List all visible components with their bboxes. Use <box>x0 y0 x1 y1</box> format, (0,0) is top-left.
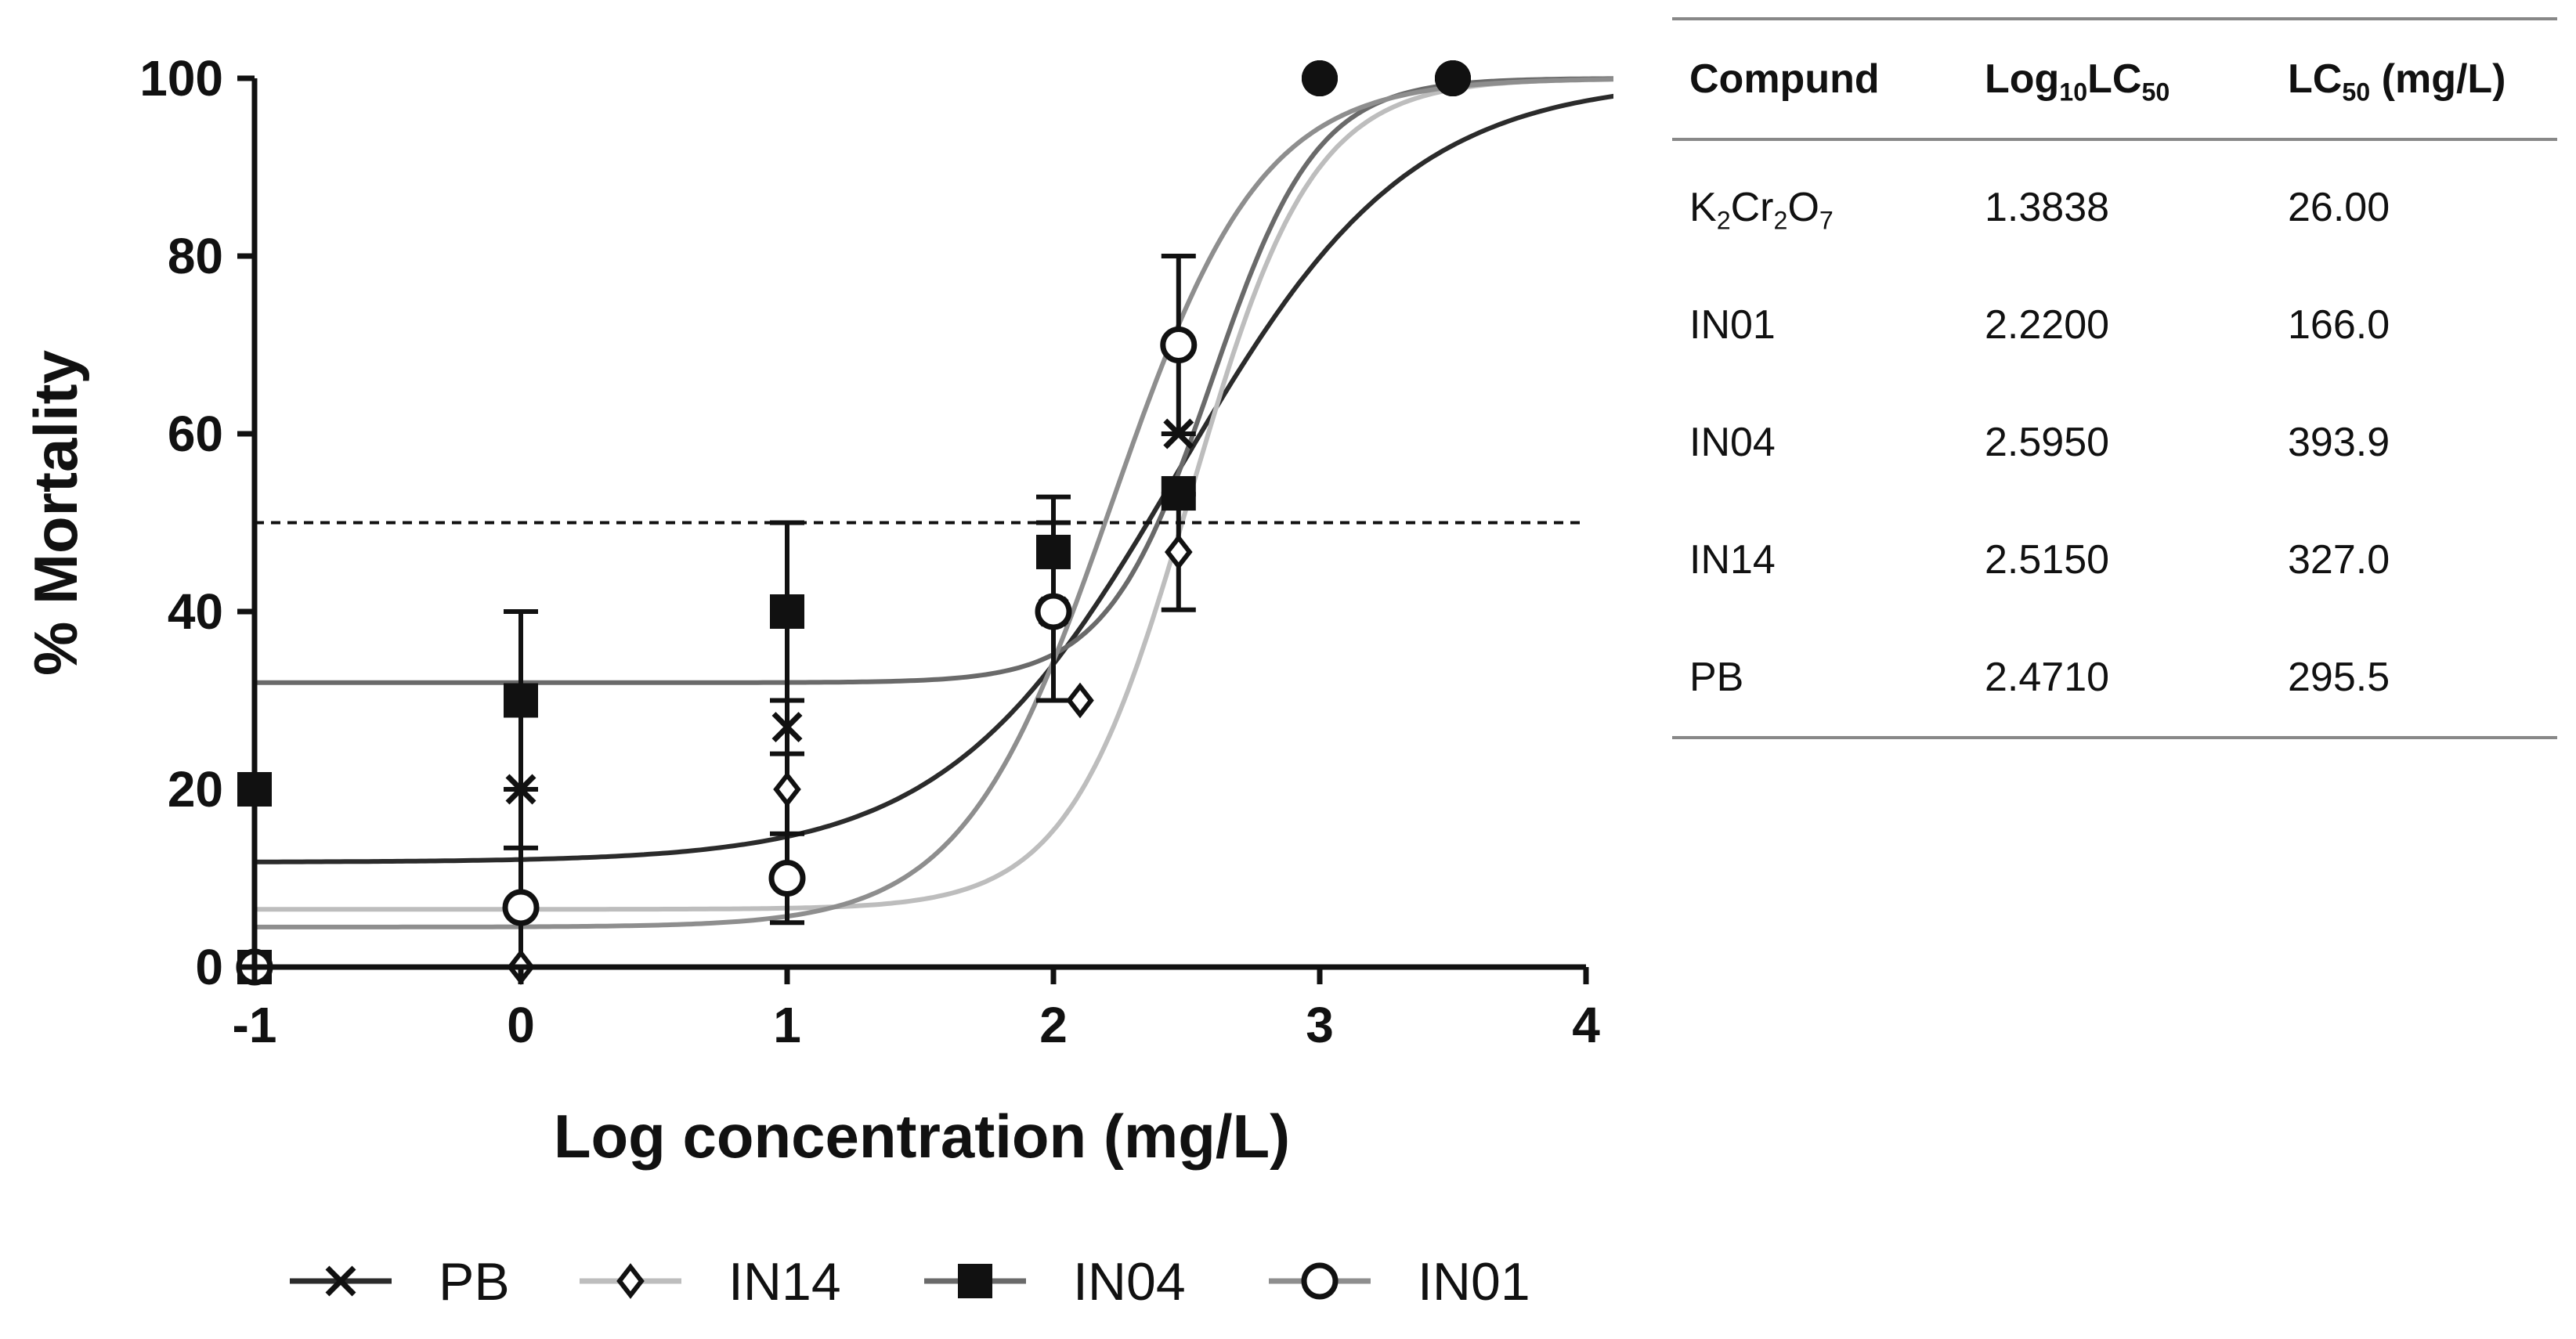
y-tick-label: 60 <box>168 406 223 462</box>
cell-lc50: 327.0 <box>2288 537 2390 583</box>
x-tick-label: 0 <box>507 997 535 1053</box>
fit-curve-pb <box>255 93 1613 864</box>
y-tick-label: 100 <box>139 50 223 106</box>
cell-lc50: 26.00 <box>2288 185 2390 230</box>
data-points <box>236 60 1471 986</box>
point-in04 <box>504 683 538 718</box>
cell-lc50: 295.5 <box>2288 655 2390 700</box>
point-in04 <box>1036 534 1071 569</box>
cell-log10-lc50: 2.4710 <box>1985 655 2110 700</box>
cell-compound: PB <box>1689 655 1744 700</box>
header-lc50: LC50 (mg/L) <box>2288 56 2506 106</box>
legend-label: IN01 <box>1418 1252 1530 1312</box>
point-pb <box>1163 418 1194 449</box>
y-tick-label: 0 <box>195 939 223 995</box>
point-in04 <box>770 594 804 629</box>
y-axis-label: % Mortality <box>21 350 90 676</box>
header-log10-lc50: Log10LC50 <box>1985 56 2170 106</box>
point-in01 <box>1160 327 1198 363</box>
lc50-table: Compund Log10LC50 LC50 (mg/L) K2Cr2O7 1.… <box>1672 17 2557 739</box>
legend-label: PB <box>439 1252 510 1312</box>
table-row: IN01 2.2200 166.0 <box>1672 266 2557 384</box>
cell-lc50: 166.0 <box>2288 302 2390 348</box>
fit-curve-in04 <box>255 76 1613 685</box>
point-pb <box>771 712 803 743</box>
x-tick-label: 2 <box>1039 997 1068 1053</box>
header-compound: Compund <box>1689 56 1880 102</box>
cell-lc50: 393.9 <box>2288 420 2390 465</box>
point-in14 <box>773 771 801 807</box>
point-in04 <box>1161 476 1196 511</box>
cell-log10-lc50: 2.5150 <box>1985 537 2110 583</box>
legend-marker-in04 <box>958 1264 992 1298</box>
cell-compound: K2Cr2O7 <box>1689 185 1834 235</box>
table-header-row: Compund Log10LC50 LC50 (mg/L) <box>1672 19 2557 139</box>
point-in01 <box>768 860 806 897</box>
fitted-curves <box>255 76 1613 929</box>
legend-item-in14: IN14 <box>580 1252 841 1312</box>
legend-item-in01: IN01 <box>1269 1252 1530 1312</box>
legend-item-in04: IN04 <box>924 1252 1186 1312</box>
fit-curve-in14 <box>255 77 1613 912</box>
point-in01 <box>502 889 540 926</box>
point-pb <box>505 774 537 805</box>
cell-log10-lc50: 2.2200 <box>1985 302 2110 348</box>
point-in01 <box>1035 593 1072 630</box>
x-tick-label: 1 <box>773 997 801 1053</box>
legend-marker-in01 <box>1301 1262 1339 1300</box>
y-tick-label: 20 <box>168 761 223 817</box>
x-tick-label: 4 <box>1572 997 1600 1053</box>
legend-label: IN04 <box>1073 1252 1186 1312</box>
legend-marker-pb <box>325 1265 356 1297</box>
legend-item-pb: PB <box>290 1252 510 1312</box>
point-in14 <box>1066 682 1094 719</box>
legend-marker-in14 <box>616 1263 645 1299</box>
cell-compound: IN04 <box>1689 420 1776 465</box>
cell-compound: IN14 <box>1689 537 1776 583</box>
x-axis-label: Log concentration (mg/L) <box>554 1102 1290 1171</box>
legend: PB IN14 IN04 IN01 <box>290 1252 1530 1312</box>
y-tick-label: 40 <box>168 583 223 640</box>
cell-log10-lc50: 1.3838 <box>1985 185 2110 230</box>
x-tick-label: 3 <box>1306 997 1334 1053</box>
point-in01 <box>1435 60 1471 96</box>
cell-log10-lc50: 2.5950 <box>1985 420 2110 465</box>
legend-label: IN14 <box>728 1252 841 1312</box>
x-tick-label: -1 <box>233 997 277 1053</box>
point-in14 <box>1164 534 1193 570</box>
table-row: IN04 2.5950 393.9 <box>1672 384 2557 501</box>
y-tick-label: 80 <box>168 228 223 284</box>
table-row: IN14 2.5150 327.0 <box>1672 501 2557 619</box>
point-in01 <box>1302 60 1338 96</box>
table-row: K2Cr2O7 1.3838 26.00 <box>1672 139 2557 266</box>
table-row: PB 2.4710 295.5 <box>1672 619 2557 738</box>
fit-curve-in01 <box>255 77 1613 929</box>
cell-compound: IN01 <box>1689 302 1776 348</box>
